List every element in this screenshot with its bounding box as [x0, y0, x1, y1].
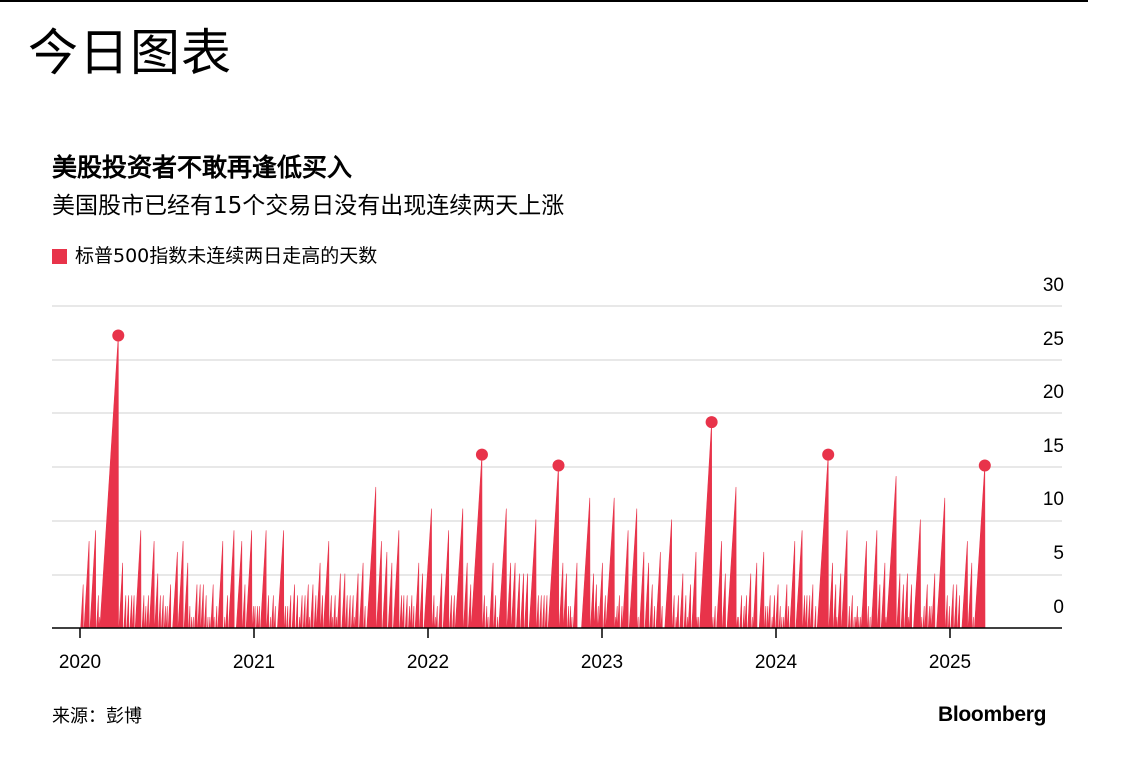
markers [112, 329, 991, 472]
peak-marker [978, 459, 991, 472]
peak-marker [552, 459, 565, 472]
legend: 标普500指数未连续两日走高的天数 [52, 242, 377, 270]
y-tick-label: 25 [1043, 329, 1064, 350]
chart-title: 美股投资者不敢再逢低买入 [52, 153, 353, 182]
chart-subtitle: 美国股市已经有15个交易日没有出现连续两天上涨 [52, 193, 565, 219]
y-tick-label: 15 [1043, 436, 1064, 457]
peak-marker [822, 448, 835, 461]
legend-swatch [52, 248, 67, 264]
source-note: 来源：彭博 [52, 706, 142, 727]
legend-label: 标普500指数未连续两日走高的天数 [75, 245, 378, 267]
page-title: 今日图表 [28, 24, 232, 82]
x-tick-label: 2024 [755, 652, 798, 673]
peak-marker [475, 448, 488, 461]
series-area [79, 335, 986, 629]
y-tick-label: 5 [1053, 543, 1064, 564]
peak-marker [112, 329, 125, 342]
top-rule [0, 0, 1088, 2]
peak-marker [705, 416, 718, 429]
y-tick-label: 0 [1053, 597, 1064, 618]
y-tick-label: 30 [1043, 275, 1064, 296]
x-tick-label: 2020 [59, 652, 101, 673]
x-tick-label: 2023 [581, 652, 623, 673]
bloomberg-logo: Bloomberg [938, 703, 1047, 726]
series [79, 335, 986, 629]
x-tick-label: 2025 [929, 652, 971, 673]
x-tick-label: 2022 [407, 652, 449, 673]
y-tick-label: 20 [1043, 382, 1064, 403]
y-tick-label: 10 [1043, 489, 1064, 510]
x-tick-label: 2021 [233, 652, 275, 673]
